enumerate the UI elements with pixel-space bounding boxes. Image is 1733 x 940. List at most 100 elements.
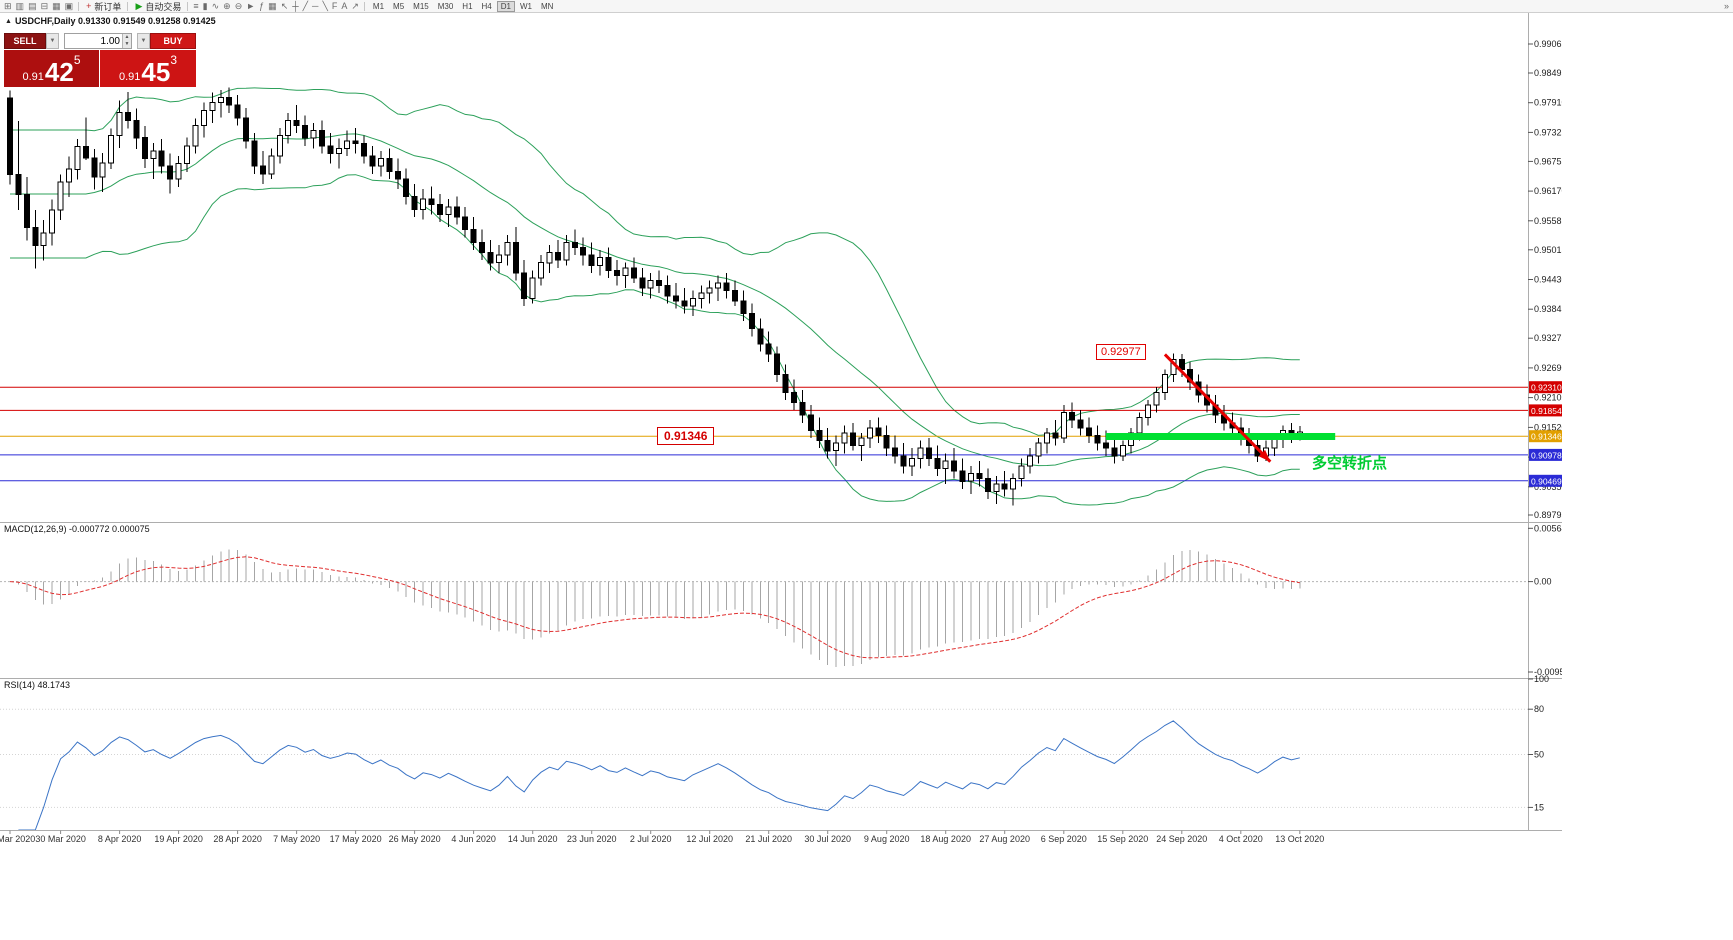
sell-price-sup: 5 [73, 53, 81, 67]
toolbar-separator [127, 1, 129, 11]
sell-price-prefix: 0.91 [22, 71, 44, 83]
svg-text:-0.009565: -0.009565 [1534, 667, 1562, 677]
new-order-label: 新订单 [94, 1, 122, 12]
autotrading-label: 自动交易 [145, 1, 182, 12]
buy-price-display[interactable]: 0.91 45 3 [100, 50, 196, 87]
svg-text:9 Aug 2020: 9 Aug 2020 [864, 834, 910, 844]
svg-text:0.00: 0.00 [1534, 577, 1552, 587]
macd-signal-line [9, 556, 1300, 659]
timeframe-button-d1[interactable]: D1 [496, 0, 515, 12]
text-tool-icon[interactable]: A [341, 0, 348, 11]
toolbar-separator [78, 1, 80, 11]
sell-price-display[interactable]: 0.91 42 5 [4, 50, 99, 87]
terminal-icon[interactable]: ▣ [64, 0, 74, 11]
svg-text:50: 50 [1534, 750, 1544, 760]
svg-text:0.91854: 0.91854 [1531, 406, 1562, 416]
bar-chart-icon[interactable]: ≡ [193, 0, 199, 11]
svg-text:24 Sep 2020: 24 Sep 2020 [1156, 834, 1207, 844]
trend-arrow-head [1258, 449, 1271, 462]
market-watch-icon[interactable]: ▤ [28, 0, 37, 11]
autotrading-button[interactable]: ▶ 自动交易 [132, 0, 183, 12]
svg-text:20 Mar 2020: 20 Mar 2020 [0, 834, 35, 844]
sell-button[interactable]: SELL [4, 33, 46, 49]
autotrading-play-icon: ▶ [135, 0, 143, 11]
svg-text:7 May 2020: 7 May 2020 [273, 834, 320, 844]
new-order-button[interactable]: + 新订单 [83, 0, 123, 12]
data-window-icon[interactable]: ⊟ [40, 0, 49, 11]
svg-text:0.00564: 0.00564 [1534, 523, 1562, 533]
arrows-tool-icon[interactable]: ↗ [351, 0, 359, 11]
svg-text:0.90978: 0.90978 [1531, 450, 1562, 460]
toolbar-left-group: ⊞ ▥ ▤ ⊟ ▦ ▣ [3, 1, 74, 12]
price-pane [0, 87, 1528, 506]
svg-text:0.92310: 0.92310 [1531, 383, 1562, 393]
svg-text:80: 80 [1534, 704, 1544, 714]
support-price-annotation[interactable]: 0.91346 [657, 427, 715, 445]
crosshair-icon[interactable]: ┼ [292, 0, 299, 11]
symbol-info: ▲ USDCHF,Daily 0.91330 0.91549 0.91258 0… [5, 16, 216, 26]
volume-decrease-button[interactable]: ▼ [122, 41, 131, 48]
macd-pane [0, 549, 1528, 667]
sell-price-big: 42 [44, 57, 74, 87]
toolbar-overflow-icon[interactable]: » [1723, 0, 1729, 11]
buy-button[interactable]: BUY [150, 33, 196, 49]
svg-text:2 Jul 2020: 2 Jul 2020 [630, 834, 672, 844]
turning-point-annotation[interactable]: 多空转折点 [1312, 455, 1388, 472]
trendline-icon[interactable]: ╱ [302, 0, 309, 11]
candles [7, 87, 1303, 506]
svg-text:0.96755: 0.96755 [1534, 156, 1562, 166]
templates-icon[interactable]: ▦ [268, 0, 277, 11]
svg-text:0.93845: 0.93845 [1534, 304, 1562, 314]
auto-scroll-icon[interactable]: ► [246, 0, 256, 11]
timeframe-bar: M1 M5 M15 M30 H1 H4 D1 W1 MN [369, 0, 558, 12]
buy-price-prefix: 0.91 [118, 71, 141, 83]
trend-arrow-line [1163, 353, 1272, 463]
timeframe-button-m1[interactable]: M1 [369, 1, 388, 12]
buy-price-sup: 3 [170, 53, 178, 67]
svg-text:0.93275: 0.93275 [1534, 333, 1562, 343]
horizontal-line-icon[interactable]: ─ [312, 0, 319, 11]
volume-stepper: ▲ ▼ [122, 34, 131, 48]
svg-text:0.95585: 0.95585 [1534, 216, 1562, 226]
zoom-in-icon[interactable]: ⊕ [223, 0, 231, 11]
toolbar-separator [187, 1, 189, 11]
timeframe-button-m15[interactable]: M15 [409, 1, 433, 12]
cursor-icon[interactable]: ↖ [280, 0, 289, 11]
buy-dropdown-icon[interactable]: ▼ [137, 33, 150, 49]
volume-increase-button[interactable]: ▲ [122, 34, 131, 41]
svg-text:0.99065: 0.99065 [1534, 39, 1562, 49]
svg-text:30 Jul 2020: 30 Jul 2020 [804, 834, 851, 844]
svg-text:4 Jun 2020: 4 Jun 2020 [451, 834, 496, 844]
line-chart-icon[interactable]: ∿ [211, 0, 220, 11]
channel-icon[interactable]: ╲ [322, 0, 328, 11]
svg-text:4 Oct 2020: 4 Oct 2020 [1219, 834, 1263, 844]
fibonacci-icon[interactable]: F [331, 0, 338, 11]
svg-text:0.95015: 0.95015 [1534, 245, 1562, 255]
svg-text:0.97325: 0.97325 [1534, 127, 1562, 137]
chart-profiles-icon[interactable]: ▥ [15, 0, 25, 11]
new-chart-icon[interactable]: ⊞ [4, 0, 12, 11]
volume-box: ▲ ▼ [64, 33, 132, 49]
candle-chart-icon[interactable]: ▮ [202, 0, 208, 11]
timeframe-button-m5[interactable]: M5 [389, 1, 408, 12]
volume-input[interactable] [65, 34, 122, 48]
peak-price-annotation[interactable]: 0.92977 [1096, 344, 1146, 360]
navigator-icon[interactable]: ▦ [52, 0, 61, 11]
timeframe-button-h4[interactable]: H4 [478, 1, 496, 12]
indicators-icon[interactable]: ƒ [259, 0, 265, 11]
timeframe-button-mn[interactable]: MN [537, 1, 557, 12]
zoom-out-icon[interactable]: ⊖ [234, 0, 243, 11]
sell-dropdown-icon[interactable]: ▼ [46, 33, 59, 49]
svg-text:28 Apr 2020: 28 Apr 2020 [213, 834, 262, 844]
toolbar: ⊞ ▥ ▤ ⊟ ▦ ▣ + 新订单 ▶ 自动交易 ≡ ▮ ∿ ⊕ ⊖ ► ƒ ▦ ↖ ┼ ╱ ─ ╲ F A ↗ M1 M… [0, 0, 1733, 13]
one-click-trading-panel: SELL ▼ ▲ ▼ ▼ BUY 0.91 42 5 0.91 45 3 [4, 33, 196, 87]
timeframe-button-h1[interactable]: H1 [458, 1, 476, 12]
timeframe-button-w1[interactable]: W1 [516, 1, 536, 12]
macd-histogram [17, 549, 1301, 667]
timeframe-button-m30[interactable]: M30 [434, 1, 458, 12]
